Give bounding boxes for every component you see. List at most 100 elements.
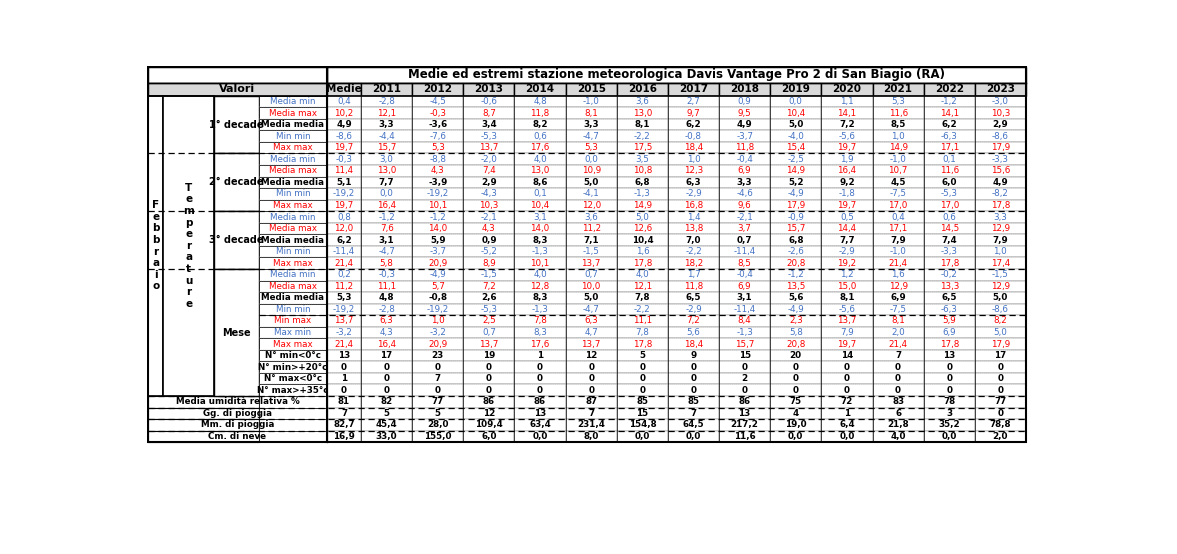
Text: 0,9: 0,9 <box>481 235 497 245</box>
Text: 0,7: 0,7 <box>481 328 496 337</box>
Text: -2,9: -2,9 <box>685 189 701 198</box>
Text: 15,0: 15,0 <box>837 282 857 291</box>
Text: 19,7: 19,7 <box>334 143 353 152</box>
Text: 11,8: 11,8 <box>531 109 550 117</box>
Text: 7,8: 7,8 <box>636 328 650 337</box>
Text: 13,7: 13,7 <box>581 259 601 268</box>
Text: 2020: 2020 <box>832 84 862 94</box>
Bar <box>975 396 1026 408</box>
Text: 10,4: 10,4 <box>786 109 805 117</box>
Text: 5,0: 5,0 <box>584 178 599 187</box>
Text: 1,6: 1,6 <box>891 270 905 279</box>
Bar <box>514 258 566 269</box>
Bar <box>464 119 514 130</box>
Text: N° max>+35°c: N° max>+35°c <box>257 386 328 395</box>
Text: -0,3: -0,3 <box>378 270 395 279</box>
Text: 10,1: 10,1 <box>428 201 447 210</box>
Bar <box>412 269 464 280</box>
Bar <box>566 304 617 315</box>
Text: 6,8: 6,8 <box>634 178 650 187</box>
Text: 7: 7 <box>341 409 347 418</box>
Text: 0,0: 0,0 <box>380 189 393 198</box>
Bar <box>361 142 412 153</box>
Text: 0: 0 <box>691 386 697 395</box>
Bar <box>259 350 327 361</box>
Bar <box>667 211 719 223</box>
Bar <box>259 304 327 315</box>
Bar <box>464 199 514 211</box>
Bar <box>667 188 719 199</box>
Bar <box>667 396 719 408</box>
Bar <box>924 327 975 338</box>
Bar <box>327 430 361 442</box>
Text: 1,9: 1,9 <box>840 155 853 164</box>
Text: 12,8: 12,8 <box>531 282 550 291</box>
Text: 14,9: 14,9 <box>633 201 652 210</box>
Text: 4,5: 4,5 <box>890 178 906 187</box>
Text: -1,5: -1,5 <box>480 270 498 279</box>
Bar <box>872 153 924 165</box>
Bar <box>259 246 327 258</box>
Text: -4,1: -4,1 <box>583 189 599 198</box>
Bar <box>361 258 412 269</box>
Text: 2° decade: 2° decade <box>210 177 264 187</box>
Text: 5,3: 5,3 <box>584 143 598 152</box>
Text: 0: 0 <box>997 409 1004 418</box>
Text: 2014: 2014 <box>525 84 554 94</box>
Bar <box>259 223 327 234</box>
Text: 12,9: 12,9 <box>889 282 907 291</box>
Text: 19: 19 <box>483 351 496 360</box>
Bar <box>770 258 822 269</box>
Bar <box>617 153 667 165</box>
Text: -2,2: -2,2 <box>685 247 701 256</box>
Bar <box>719 130 770 142</box>
Bar <box>412 199 464 211</box>
Bar <box>361 199 412 211</box>
Bar <box>617 408 667 419</box>
Text: 13,0: 13,0 <box>633 109 652 117</box>
Text: Media min: Media min <box>270 155 315 164</box>
Text: 3° decade: 3° decade <box>210 235 264 245</box>
Text: -11,4: -11,4 <box>333 247 355 256</box>
Text: 17,1: 17,1 <box>939 143 959 152</box>
Bar <box>667 419 719 430</box>
Bar <box>514 269 566 280</box>
Bar <box>667 107 719 119</box>
Text: 2,9: 2,9 <box>481 178 497 187</box>
Bar <box>719 188 770 199</box>
Text: 13,3: 13,3 <box>939 282 959 291</box>
Text: 6,3: 6,3 <box>380 316 393 325</box>
Text: 4,3: 4,3 <box>483 224 496 233</box>
Bar <box>617 258 667 269</box>
Bar <box>975 199 1026 211</box>
Bar <box>924 177 975 188</box>
Bar <box>924 361 975 373</box>
Bar <box>872 119 924 130</box>
Bar <box>667 119 719 130</box>
Text: -7,5: -7,5 <box>890 305 906 314</box>
Bar <box>617 269 667 280</box>
Text: Max max: Max max <box>273 340 313 348</box>
Bar <box>327 246 361 258</box>
Bar <box>872 199 924 211</box>
Text: 0: 0 <box>742 386 747 395</box>
Bar <box>514 234 566 246</box>
Bar <box>214 269 259 396</box>
Text: -5,3: -5,3 <box>480 305 498 314</box>
Bar <box>975 107 1026 119</box>
Bar <box>514 246 566 258</box>
Bar <box>667 350 719 361</box>
Bar <box>259 373 327 384</box>
Bar <box>975 119 1026 130</box>
Text: 6,4: 6,4 <box>839 420 855 429</box>
Bar <box>464 350 514 361</box>
Text: 5,6: 5,6 <box>789 294 804 302</box>
Text: 0: 0 <box>486 386 492 395</box>
Text: 7,0: 7,0 <box>686 235 701 245</box>
Text: -2,2: -2,2 <box>634 305 651 314</box>
Text: -2,8: -2,8 <box>378 97 395 106</box>
Text: 77: 77 <box>995 397 1006 406</box>
Text: 81: 81 <box>338 397 350 406</box>
Text: -4,6: -4,6 <box>737 189 753 198</box>
Text: 15: 15 <box>637 409 649 418</box>
